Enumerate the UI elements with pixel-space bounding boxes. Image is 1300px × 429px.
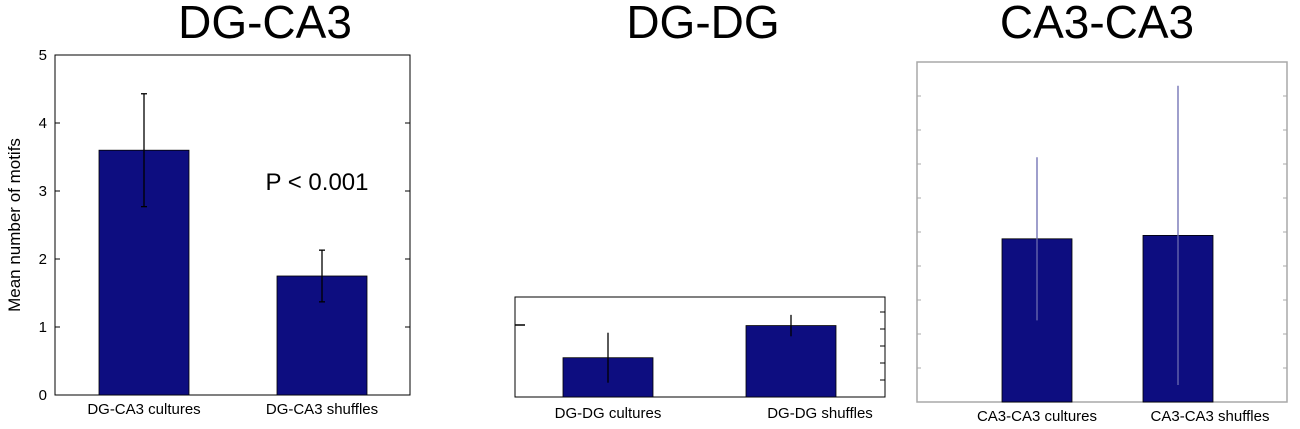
category-label-shuffles: CA3-CA3 shuffles xyxy=(1151,408,1270,425)
y-axis-ticks: 0 1 2 3 4 5 xyxy=(39,47,410,404)
panel-title: DG-DG xyxy=(626,0,779,48)
y-axis-label: Mean number of motifs xyxy=(5,138,24,312)
category-label-cultures: CA3-CA3 cultures xyxy=(977,408,1097,425)
panel-ca3-ca3: CA3-CA3 CA3-CA3 cultures CA3-CA3 shuffle… xyxy=(916,0,1288,425)
plot-frame xyxy=(916,61,1288,403)
y-tick-label: 1 xyxy=(39,319,47,336)
panel-dg-ca3: DG-CA3 Mean number of motifs 0 1 2 3 4 5 P < … xyxy=(5,0,411,418)
y-tick-label: 3 xyxy=(39,183,47,200)
y-tick-label: 0 xyxy=(39,387,47,404)
y-tick-label: 5 xyxy=(39,47,47,64)
y-tick-label: 4 xyxy=(39,115,47,132)
bar xyxy=(745,325,837,398)
panel-title: CA3-CA3 xyxy=(1000,0,1194,48)
panel-title: DG-CA3 xyxy=(178,0,352,48)
bars-group xyxy=(98,93,368,396)
panel-dg-dg: DG-DG DG-DG cultures DG-DG shuffles xyxy=(514,0,886,422)
category-label-shuffles: DG-DG shuffles xyxy=(767,405,873,422)
plot-frame xyxy=(54,54,411,396)
category-label-shuffles: DG-CA3 shuffles xyxy=(266,401,378,418)
bars-group xyxy=(562,311,885,398)
category-label-cultures: DG-CA3 cultures xyxy=(87,401,200,418)
y-tick-label: 2 xyxy=(39,251,47,268)
p-value-annotation: P < 0.001 xyxy=(266,169,369,196)
plot-frame xyxy=(514,296,886,398)
bars-group xyxy=(917,85,1287,403)
category-label-cultures: DG-DG cultures xyxy=(555,405,662,422)
